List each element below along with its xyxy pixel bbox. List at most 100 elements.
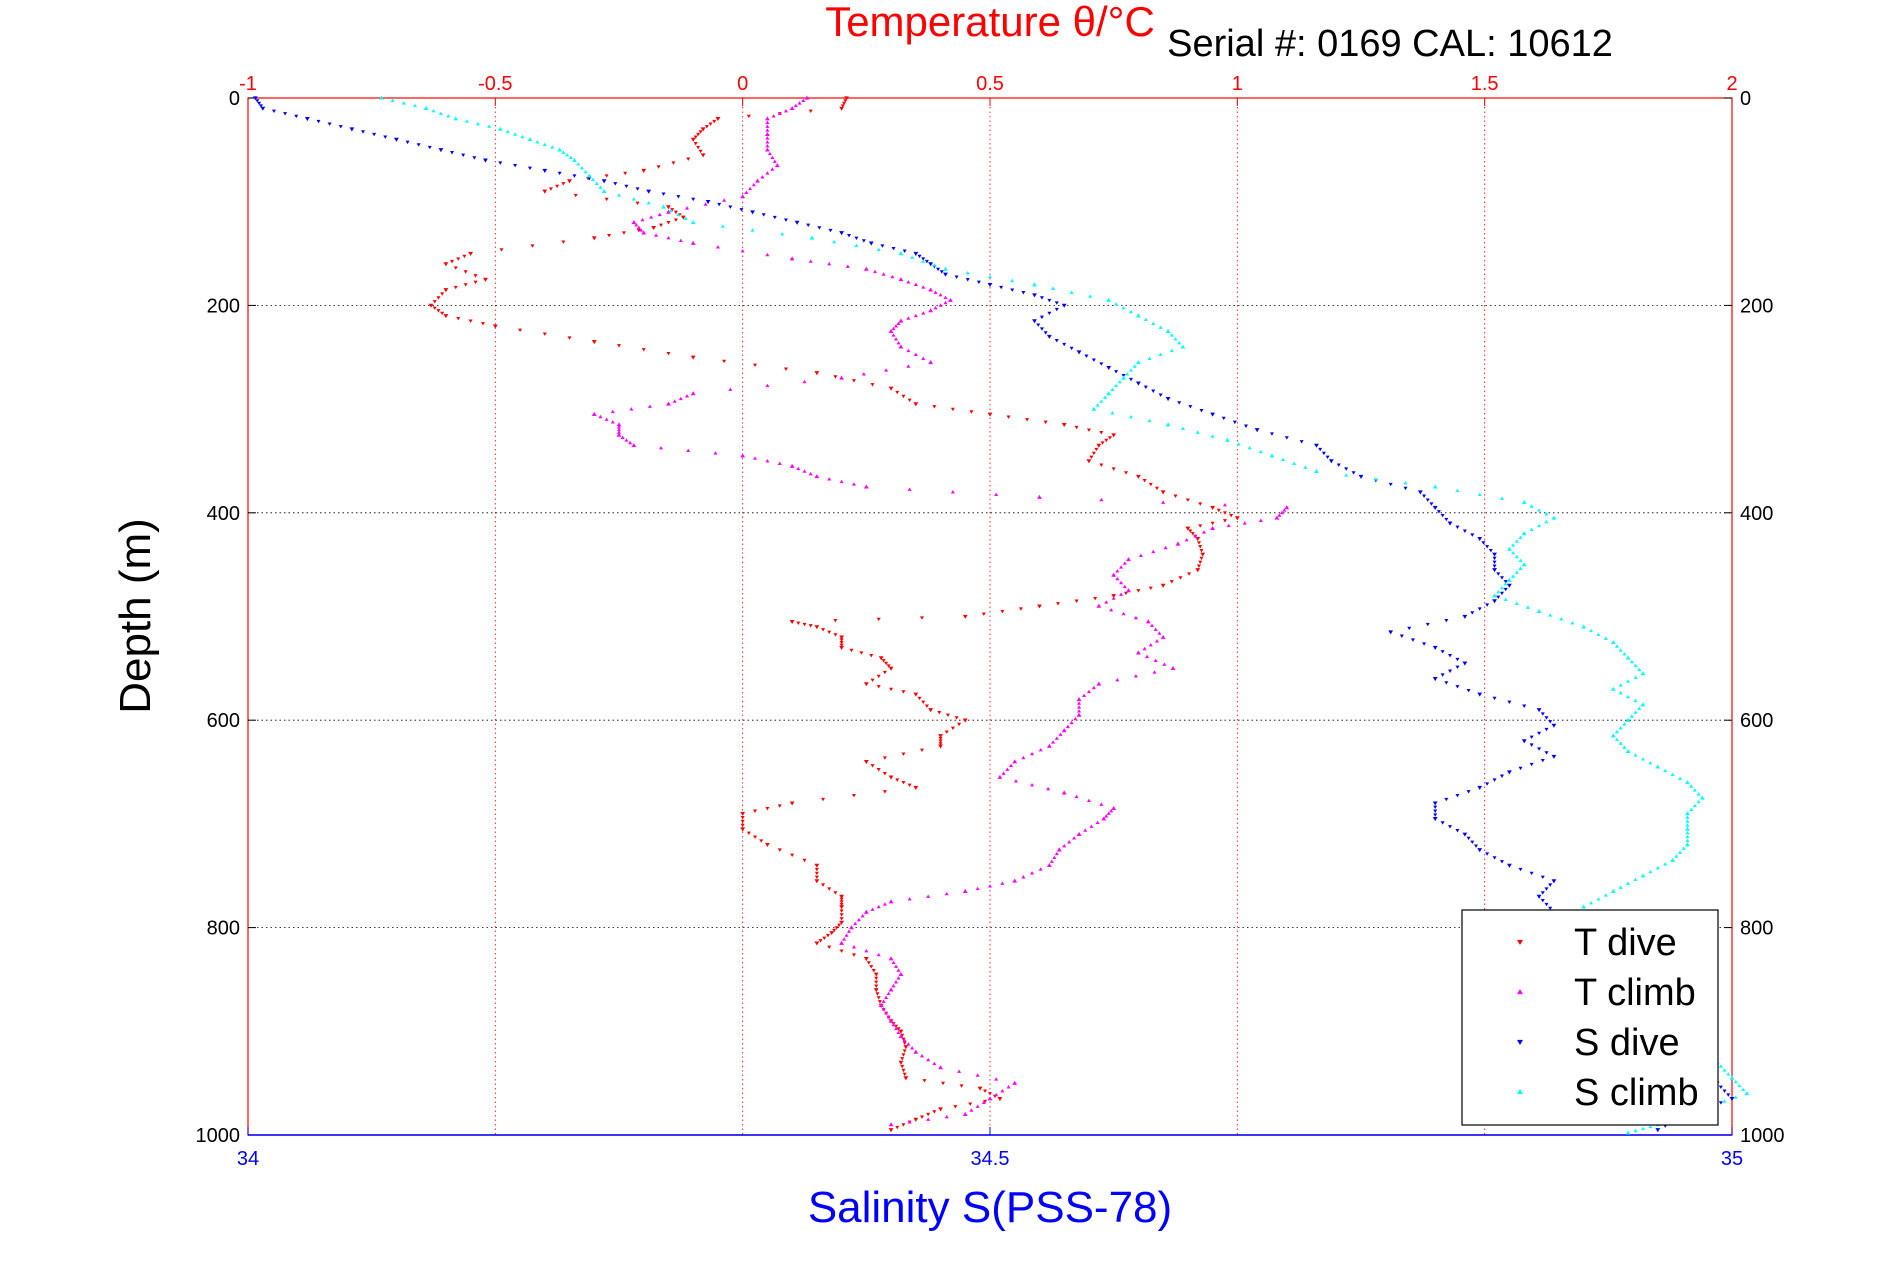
data-point: [1145, 654, 1150, 659]
data-point: [1126, 588, 1131, 593]
data-point: [969, 410, 974, 414]
data-point: [1121, 375, 1126, 380]
data-point: [827, 261, 832, 266]
data-point: [1432, 484, 1438, 489]
data-point: [1351, 471, 1356, 475]
data-point: [1030, 783, 1035, 787]
data-point: [1640, 1126, 1645, 1131]
data-point: [631, 220, 637, 225]
data-point: [1006, 415, 1011, 419]
data-point: [617, 427, 621, 432]
data-point: [882, 790, 887, 794]
data-point: [635, 201, 640, 205]
data-point: [1640, 757, 1645, 761]
data-point: [1107, 436, 1112, 440]
data-point: [821, 628, 826, 632]
data-point: [255, 99, 260, 103]
data-point: [587, 176, 592, 181]
data-point: [1692, 788, 1697, 792]
data-point: [1152, 670, 1157, 674]
data-point: [869, 653, 874, 658]
data-point: [1344, 467, 1349, 471]
data-point: [530, 244, 535, 248]
data-point: [1054, 338, 1059, 343]
depth-tick-label-right: 1000: [1740, 1125, 1785, 1147]
data-point: [649, 215, 654, 219]
data-point: [894, 324, 899, 328]
data-point: [1551, 879, 1557, 884]
data-point: [1077, 705, 1082, 709]
data-point: [1104, 814, 1109, 818]
data-point: [661, 204, 666, 209]
data-point: [903, 1045, 909, 1050]
data-point: [1210, 505, 1215, 511]
data-point: [513, 132, 518, 136]
data-point: [900, 1064, 905, 1069]
data-point: [1640, 671, 1646, 676]
data-point: [954, 275, 959, 279]
data-point: [1062, 843, 1067, 848]
data-point: [818, 939, 823, 943]
data-point: [1373, 477, 1378, 481]
data-point: [876, 617, 881, 622]
data-point: [988, 884, 992, 888]
data-point: [1086, 798, 1091, 802]
data-point: [624, 184, 629, 189]
data-point: [708, 122, 713, 126]
data-point: [827, 477, 832, 481]
data-point: [1507, 700, 1512, 705]
data-point: [750, 228, 755, 232]
data-point: [888, 987, 894, 992]
data-point: [1104, 438, 1109, 443]
data-point: [594, 181, 599, 185]
data-point: [896, 976, 901, 980]
data-point: [1081, 693, 1086, 697]
data-point: [379, 95, 384, 100]
data-point: [1678, 850, 1683, 854]
data-point: [938, 293, 943, 297]
data-point: [1477, 607, 1482, 611]
data-point: [988, 274, 992, 279]
data-point: [876, 685, 881, 689]
data-point: [1492, 856, 1497, 860]
data-point: [673, 218, 678, 222]
data-point: [1429, 502, 1434, 506]
data-point: [1076, 697, 1082, 702]
data-point: [888, 1018, 894, 1023]
data-point: [1485, 545, 1490, 549]
data-point: [886, 664, 891, 668]
data-point: [1046, 743, 1052, 748]
data-point: [542, 189, 548, 194]
data-point: [894, 337, 899, 341]
data-point: [765, 171, 770, 175]
data-point: [876, 768, 881, 772]
data-point: [666, 235, 671, 240]
data-point: [943, 300, 948, 305]
data-point: [997, 774, 1003, 779]
data-point: [260, 106, 266, 111]
data-point: [651, 225, 657, 231]
data-point: [765, 131, 770, 136]
data-point: [796, 621, 801, 625]
depth-tick-label-right: 0: [1740, 88, 1751, 110]
data-point: [666, 205, 671, 210]
data-point: [1433, 809, 1438, 813]
data-point: [1685, 811, 1690, 816]
data-point: [513, 164, 518, 168]
data-point: [1674, 854, 1679, 858]
data-point: [610, 409, 615, 414]
data-point: [568, 155, 573, 160]
data-point: [1032, 319, 1037, 324]
data-point: [906, 348, 911, 353]
data-point: [1199, 548, 1204, 553]
data-point: [898, 1029, 904, 1034]
data-point: [1518, 766, 1523, 771]
data-point: [1072, 836, 1077, 840]
data-point: [461, 153, 466, 158]
data-point: [464, 119, 469, 123]
data-point: [1111, 433, 1117, 438]
data-point: [591, 411, 597, 416]
legend-box: [1461, 909, 1719, 1126]
data-point: [1540, 758, 1545, 763]
data-point: [1559, 617, 1564, 621]
